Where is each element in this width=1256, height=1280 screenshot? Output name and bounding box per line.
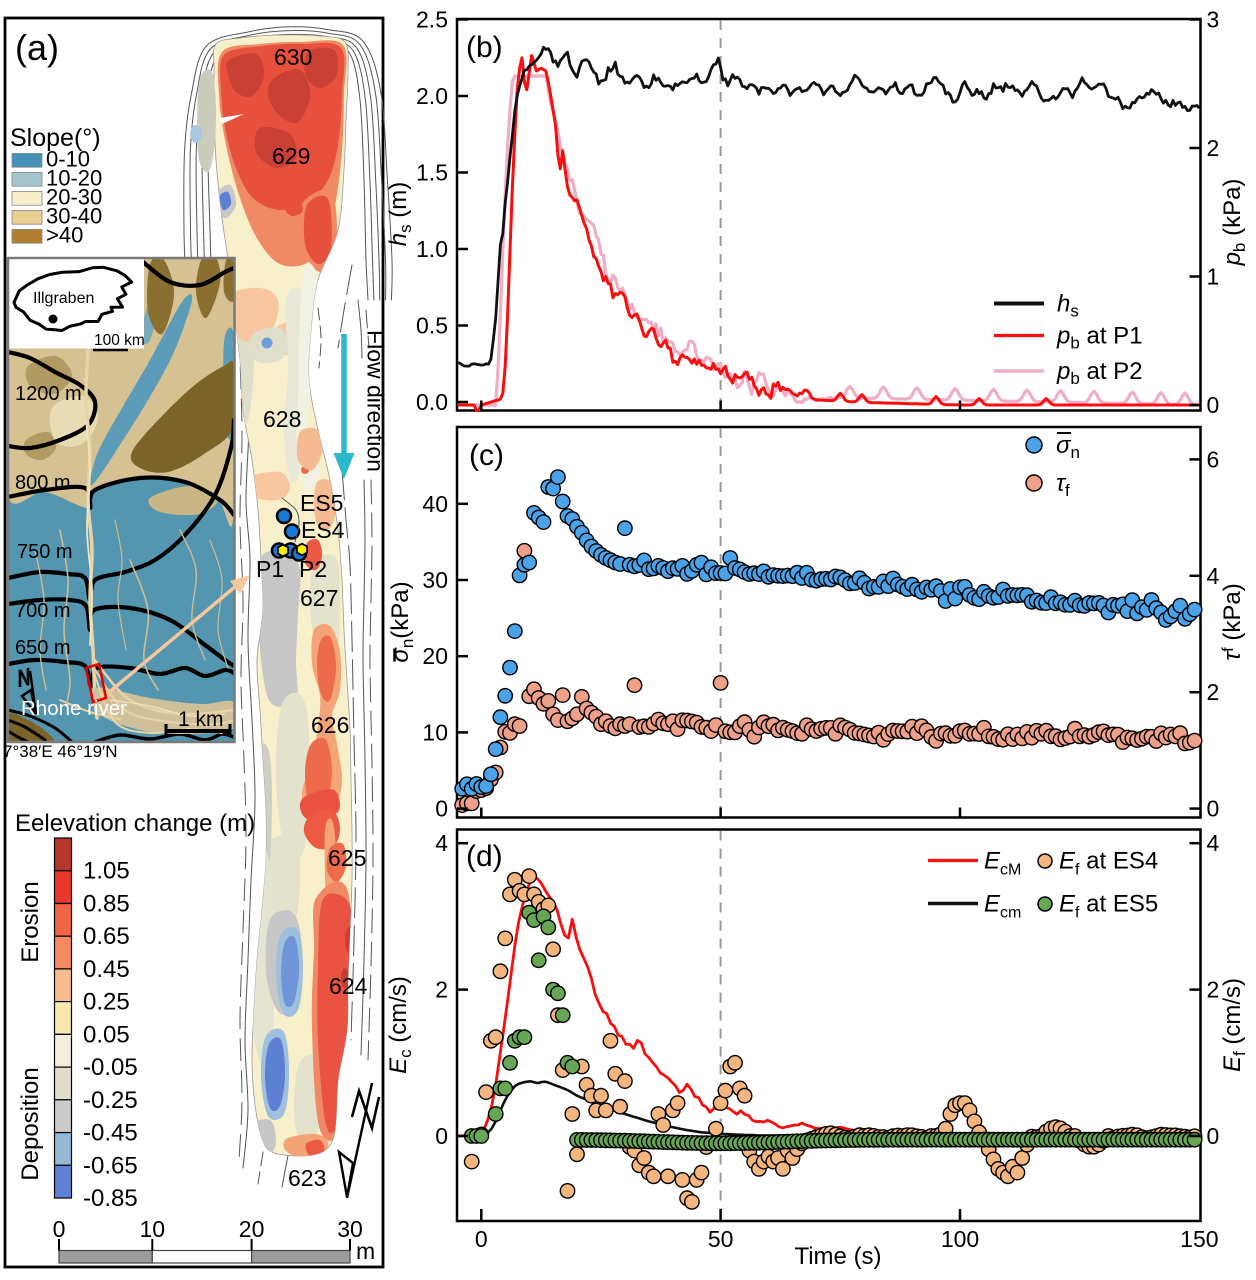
svg-text:30-40: 30-40 <box>46 203 102 228</box>
svg-text:4: 4 <box>1207 830 1220 856</box>
svg-text:(c): (c) <box>469 439 504 472</box>
svg-text:ES4: ES4 <box>301 517 345 543</box>
svg-text:0: 0 <box>435 1123 448 1149</box>
svg-text:1: 1 <box>1207 264 1220 290</box>
svg-text:Slope(°): Slope(°) <box>10 124 101 152</box>
svg-text:EcM: EcM <box>984 848 1021 879</box>
svg-text:hs: hs <box>1057 291 1079 321</box>
svg-text:0: 0 <box>53 1216 66 1242</box>
svg-text:τf: τf <box>1056 470 1070 500</box>
svg-text:-0.25: -0.25 <box>83 1087 138 1114</box>
svg-text:0: 0 <box>475 1226 488 1252</box>
svg-text:Eelevation change (m): Eelevation change (m) <box>15 810 255 837</box>
svg-text:0.45: 0.45 <box>83 956 130 983</box>
svg-text:σn(kPa): σn(kPa) <box>387 581 417 662</box>
svg-text:50: 50 <box>708 1226 734 1252</box>
svg-text:630: 630 <box>274 44 312 70</box>
svg-text:Ec (cm/s): Ec (cm/s) <box>385 976 415 1074</box>
svg-text:0: 0 <box>435 796 448 822</box>
svg-text:100: 100 <box>941 1226 979 1252</box>
svg-text:2: 2 <box>1207 977 1220 1003</box>
svg-text:Rhone river: Rhone river <box>21 697 127 720</box>
svg-text:10: 10 <box>422 719 448 745</box>
svg-text:ES5: ES5 <box>300 490 343 516</box>
svg-text:625: 625 <box>328 845 366 871</box>
svg-text:10-20: 10-20 <box>46 165 102 190</box>
svg-text:-0.05: -0.05 <box>83 1054 138 1081</box>
svg-text:τf (kPa): τf (kPa) <box>1219 583 1246 660</box>
svg-text:(a): (a) <box>15 27 59 68</box>
svg-text:4: 4 <box>435 830 448 856</box>
svg-text:629: 629 <box>272 143 310 169</box>
svg-text:0: 0 <box>1207 1123 1220 1149</box>
svg-text:Time (s): Time (s) <box>794 1243 881 1270</box>
svg-text:P1: P1 <box>256 556 284 582</box>
svg-text:3: 3 <box>1207 7 1220 33</box>
svg-text:2.5: 2.5 <box>416 7 448 33</box>
svg-text:20: 20 <box>239 1216 265 1242</box>
svg-text:(d): (d) <box>466 840 503 873</box>
svg-text:Deposition: Deposition <box>17 1067 44 1180</box>
svg-text:m: m <box>356 1238 375 1264</box>
svg-text:pb at P1: pb at P1 <box>1056 323 1143 353</box>
svg-text:-0.85: -0.85 <box>83 1185 138 1212</box>
svg-text:1 km: 1 km <box>178 708 224 731</box>
svg-text:4: 4 <box>1207 563 1220 589</box>
svg-text:Flow direction: Flow direction <box>363 330 389 472</box>
svg-text:2: 2 <box>435 977 448 1003</box>
svg-text:623: 623 <box>288 1165 326 1191</box>
svg-text:750 m: 750 m <box>17 541 73 563</box>
svg-text:Erosion: Erosion <box>17 881 44 962</box>
svg-text:Ef at ES4: Ef at ES4 <box>1059 848 1158 879</box>
svg-text:30: 30 <box>422 567 448 593</box>
svg-text:2: 2 <box>1207 135 1220 161</box>
svg-text:Ef (cm/s): Ef (cm/s) <box>1219 978 1249 1072</box>
svg-text:650 m: 650 m <box>15 637 71 659</box>
svg-text:628: 628 <box>263 406 301 432</box>
svg-text:40: 40 <box>422 491 448 517</box>
svg-text:1.5: 1.5 <box>416 160 448 186</box>
svg-text:20-30: 20-30 <box>46 184 102 209</box>
svg-text:1.0: 1.0 <box>416 236 448 262</box>
svg-text:627: 627 <box>300 585 338 611</box>
svg-text:0.0: 0.0 <box>416 389 448 415</box>
svg-text:0.25: 0.25 <box>83 989 130 1016</box>
svg-text:0.85: 0.85 <box>83 890 130 917</box>
svg-text:2.0: 2.0 <box>416 83 448 109</box>
svg-text:Ecm: Ecm <box>984 891 1021 922</box>
svg-text:pb (kPa): pb (kPa) <box>1219 179 1249 267</box>
svg-text:626: 626 <box>311 712 349 738</box>
svg-text:0.65: 0.65 <box>83 923 130 950</box>
svg-text:100 km: 100 km <box>94 332 145 349</box>
svg-text:(b): (b) <box>466 31 503 64</box>
svg-text:20: 20 <box>422 643 448 669</box>
svg-text:1.05: 1.05 <box>83 858 130 885</box>
svg-text:Ef at ES5: Ef at ES5 <box>1059 891 1158 922</box>
svg-text:624: 624 <box>329 973 368 999</box>
svg-text:800 m: 800 m <box>15 472 71 494</box>
svg-text:150: 150 <box>1180 1226 1218 1252</box>
svg-text:pb at P2: pb at P2 <box>1056 358 1143 388</box>
svg-text:10: 10 <box>140 1216 166 1242</box>
svg-text:6: 6 <box>1207 446 1220 472</box>
svg-text:1200 m: 1200 m <box>15 383 82 405</box>
svg-text:-0.45: -0.45 <box>83 1120 138 1147</box>
svg-text:P2: P2 <box>299 556 327 582</box>
svg-text:0.05: 0.05 <box>83 1021 130 1048</box>
svg-text:700 m: 700 m <box>15 600 71 622</box>
svg-text:-0.65: -0.65 <box>83 1152 138 1179</box>
svg-text:2: 2 <box>1207 679 1220 705</box>
svg-text:hs (m): hs (m) <box>385 182 415 247</box>
svg-text:0-10: 0-10 <box>46 146 90 171</box>
svg-text:30: 30 <box>337 1216 363 1242</box>
svg-text:Illgraben: Illgraben <box>33 290 94 307</box>
svg-text:0: 0 <box>1207 392 1220 418</box>
svg-text:σn: σn <box>1056 432 1080 462</box>
svg-text:0.5: 0.5 <box>416 313 448 339</box>
svg-text:7°38′E 46°19′N: 7°38′E 46°19′N <box>3 742 118 761</box>
svg-text:0: 0 <box>1207 796 1220 822</box>
svg-text:>40: >40 <box>46 222 83 247</box>
